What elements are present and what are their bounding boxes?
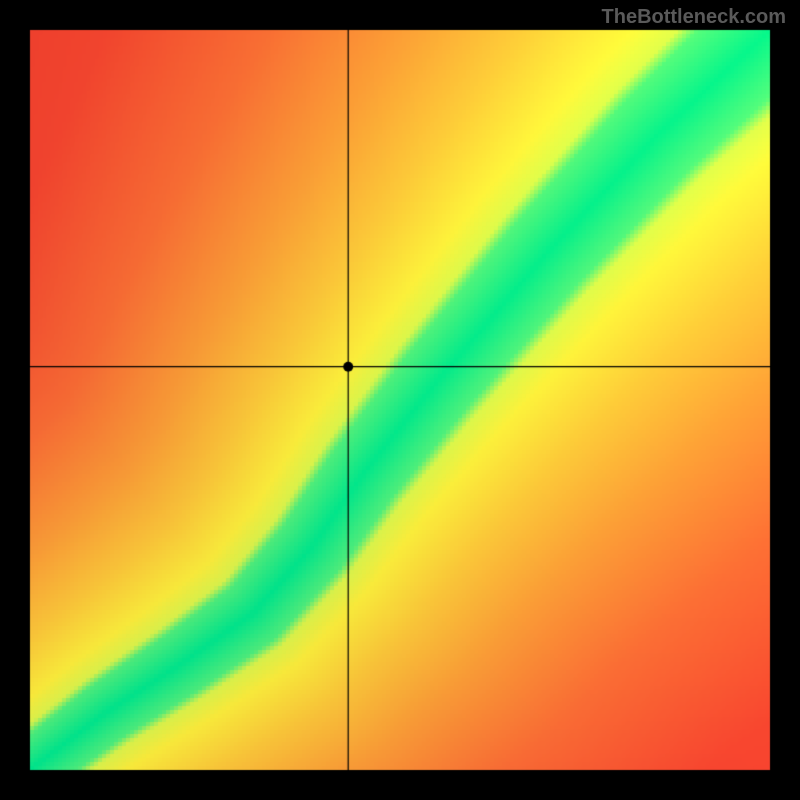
heatmap-canvas	[0, 0, 800, 800]
chart-container: TheBottleneck.com	[0, 0, 800, 800]
watermark-text: TheBottleneck.com	[602, 6, 786, 29]
